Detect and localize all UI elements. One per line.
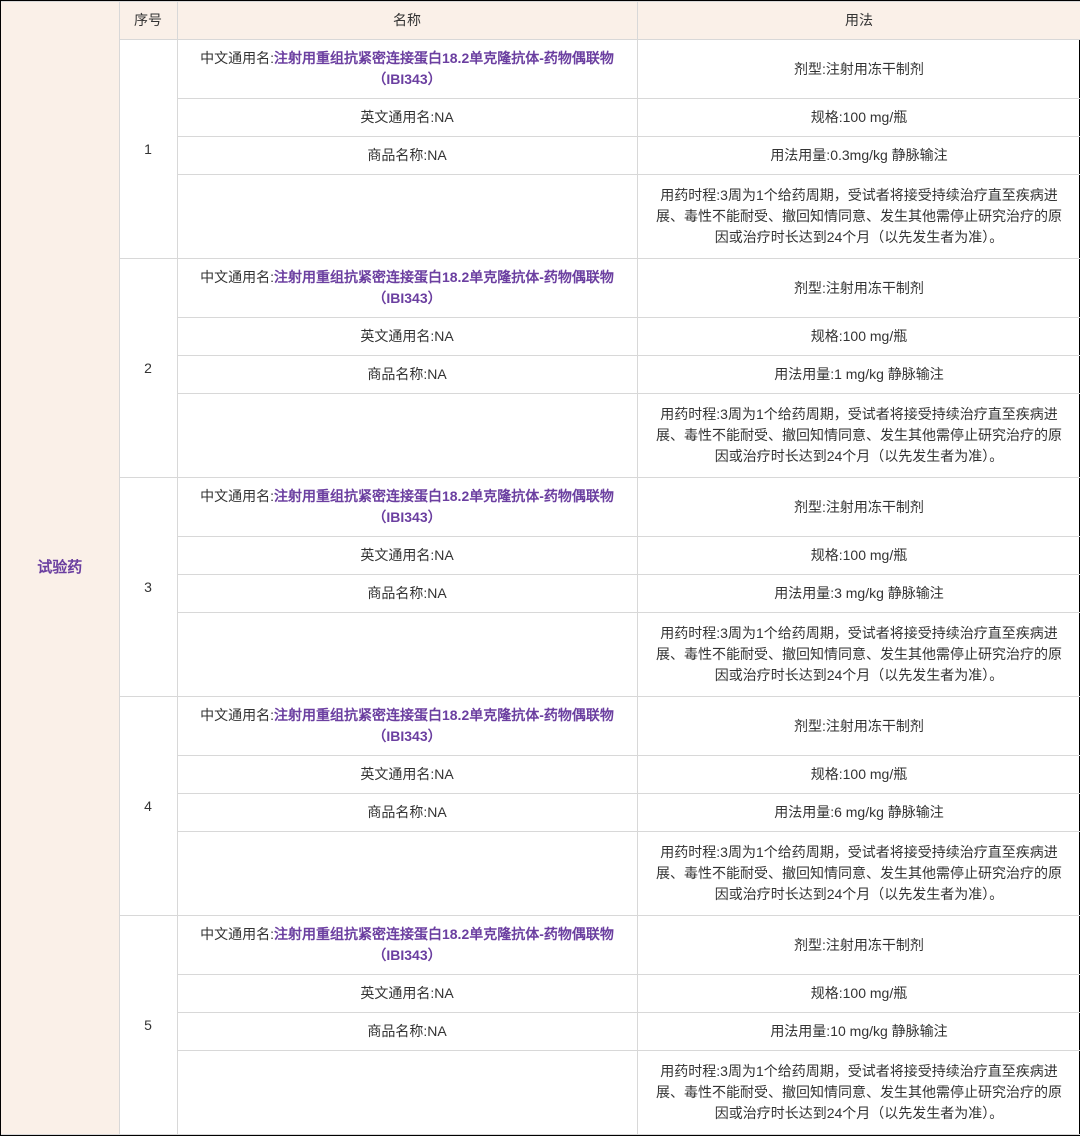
duration-cell: 用药时程:3周为1个给药周期，受试者将接受持续治疗直至疾病进展、毒性不能耐受、撤… (637, 175, 1080, 259)
drug-name-link[interactable]: 注射用重组抗紧密连接蛋白18.2单克隆抗体-药物偶联物（IBI343） (274, 926, 614, 963)
drug-table-body: 试验药 序号 名称 用法 1中文通用名:注射用重组抗紧密连接蛋白18.2单克隆抗… (1, 2, 1080, 1135)
dose-cell: 用法用量:6 mg/kg 静脉输注 (637, 794, 1080, 832)
cn-generic-prefix: 中文通用名: (200, 50, 274, 66)
en-generic-name-cell: 英文通用名:NA (177, 537, 637, 575)
empty-cell (177, 175, 637, 259)
seq-cell: 4 (119, 697, 177, 916)
dose-cell: 用法用量:10 mg/kg 静脉输注 (637, 1013, 1080, 1051)
trade-name-cell: 商品名称:NA (177, 137, 637, 175)
drug-name-link[interactable]: 注射用重组抗紧密连接蛋白18.2单克隆抗体-药物偶联物（IBI343） (274, 50, 614, 87)
seq-cell: 3 (119, 478, 177, 697)
cn-generic-name-cell: 中文通用名:注射用重组抗紧密连接蛋白18.2单克隆抗体-药物偶联物（IBI343… (177, 40, 637, 99)
drug-table-wrapper: 试验药 序号 名称 用法 1中文通用名:注射用重组抗紧密连接蛋白18.2单克隆抗… (0, 0, 1080, 1136)
spec-cell: 规格:100 mg/瓶 (637, 756, 1080, 794)
form-cell: 剂型:注射用冻干制剂 (637, 40, 1080, 99)
table-row: 5中文通用名:注射用重组抗紧密连接蛋白18.2单克隆抗体-药物偶联物（IBI34… (1, 916, 1080, 975)
table-row: 2中文通用名:注射用重组抗紧密连接蛋白18.2单克隆抗体-药物偶联物（IBI34… (1, 259, 1080, 318)
cn-generic-prefix: 中文通用名: (200, 269, 274, 285)
dose-cell: 用法用量:0.3mg/kg 静脉输注 (637, 137, 1080, 175)
spec-cell: 规格:100 mg/瓶 (637, 318, 1080, 356)
spec-cell: 规格:100 mg/瓶 (637, 975, 1080, 1013)
empty-cell (177, 394, 637, 478)
empty-cell (177, 613, 637, 697)
col-header-usage: 用法 (637, 2, 1080, 40)
empty-cell (177, 832, 637, 916)
cn-generic-name-cell: 中文通用名:注射用重组抗紧密连接蛋白18.2单克隆抗体-药物偶联物（IBI343… (177, 916, 637, 975)
drug-name-link[interactable]: 注射用重组抗紧密连接蛋白18.2单克隆抗体-药物偶联物（IBI343） (274, 488, 614, 525)
header-row: 试验药 序号 名称 用法 (1, 2, 1080, 40)
trade-name-cell: 商品名称:NA (177, 356, 637, 394)
seq-cell: 1 (119, 40, 177, 259)
form-cell: 剂型:注射用冻干制剂 (637, 478, 1080, 537)
form-cell: 剂型:注射用冻干制剂 (637, 697, 1080, 756)
en-generic-name-cell: 英文通用名:NA (177, 975, 637, 1013)
dose-cell: 用法用量:1 mg/kg 静脉输注 (637, 356, 1080, 394)
drug-table: 试验药 序号 名称 用法 1中文通用名:注射用重组抗紧密连接蛋白18.2单克隆抗… (1, 1, 1080, 1135)
table-row: 1中文通用名:注射用重组抗紧密连接蛋白18.2单克隆抗体-药物偶联物（IBI34… (1, 40, 1080, 99)
form-cell: 剂型:注射用冻干制剂 (637, 916, 1080, 975)
duration-cell: 用药时程:3周为1个给药周期，受试者将接受持续治疗直至疾病进展、毒性不能耐受、撤… (637, 1051, 1080, 1135)
spec-cell: 规格:100 mg/瓶 (637, 99, 1080, 137)
col-header-name: 名称 (177, 2, 637, 40)
table-row: 3中文通用名:注射用重组抗紧密连接蛋白18.2单克隆抗体-药物偶联物（IBI34… (1, 478, 1080, 537)
col-header-seq: 序号 (119, 2, 177, 40)
category-header: 试验药 (1, 2, 119, 1135)
duration-cell: 用药时程:3周为1个给药周期，受试者将接受持续治疗直至疾病进展、毒性不能耐受、撤… (637, 394, 1080, 478)
trade-name-cell: 商品名称:NA (177, 1013, 637, 1051)
cn-generic-name-cell: 中文通用名:注射用重组抗紧密连接蛋白18.2单克隆抗体-药物偶联物（IBI343… (177, 478, 637, 537)
dose-cell: 用法用量:3 mg/kg 静脉输注 (637, 575, 1080, 613)
cn-generic-name-cell: 中文通用名:注射用重组抗紧密连接蛋白18.2单克隆抗体-药物偶联物（IBI343… (177, 697, 637, 756)
cn-generic-prefix: 中文通用名: (200, 707, 274, 723)
spec-cell: 规格:100 mg/瓶 (637, 537, 1080, 575)
en-generic-name-cell: 英文通用名:NA (177, 99, 637, 137)
en-generic-name-cell: 英文通用名:NA (177, 756, 637, 794)
duration-cell: 用药时程:3周为1个给药周期，受试者将接受持续治疗直至疾病进展、毒性不能耐受、撤… (637, 613, 1080, 697)
trade-name-cell: 商品名称:NA (177, 794, 637, 832)
cn-generic-name-cell: 中文通用名:注射用重组抗紧密连接蛋白18.2单克隆抗体-药物偶联物（IBI343… (177, 259, 637, 318)
seq-cell: 2 (119, 259, 177, 478)
form-cell: 剂型:注射用冻干制剂 (637, 259, 1080, 318)
duration-cell: 用药时程:3周为1个给药周期，受试者将接受持续治疗直至疾病进展、毒性不能耐受、撤… (637, 832, 1080, 916)
en-generic-name-cell: 英文通用名:NA (177, 318, 637, 356)
empty-cell (177, 1051, 637, 1135)
cn-generic-prefix: 中文通用名: (200, 488, 274, 504)
table-row: 4中文通用名:注射用重组抗紧密连接蛋白18.2单克隆抗体-药物偶联物（IBI34… (1, 697, 1080, 756)
trade-name-cell: 商品名称:NA (177, 575, 637, 613)
seq-cell: 5 (119, 916, 177, 1135)
cn-generic-prefix: 中文通用名: (200, 926, 274, 942)
drug-name-link[interactable]: 注射用重组抗紧密连接蛋白18.2单克隆抗体-药物偶联物（IBI343） (274, 707, 614, 744)
drug-name-link[interactable]: 注射用重组抗紧密连接蛋白18.2单克隆抗体-药物偶联物（IBI343） (274, 269, 614, 306)
